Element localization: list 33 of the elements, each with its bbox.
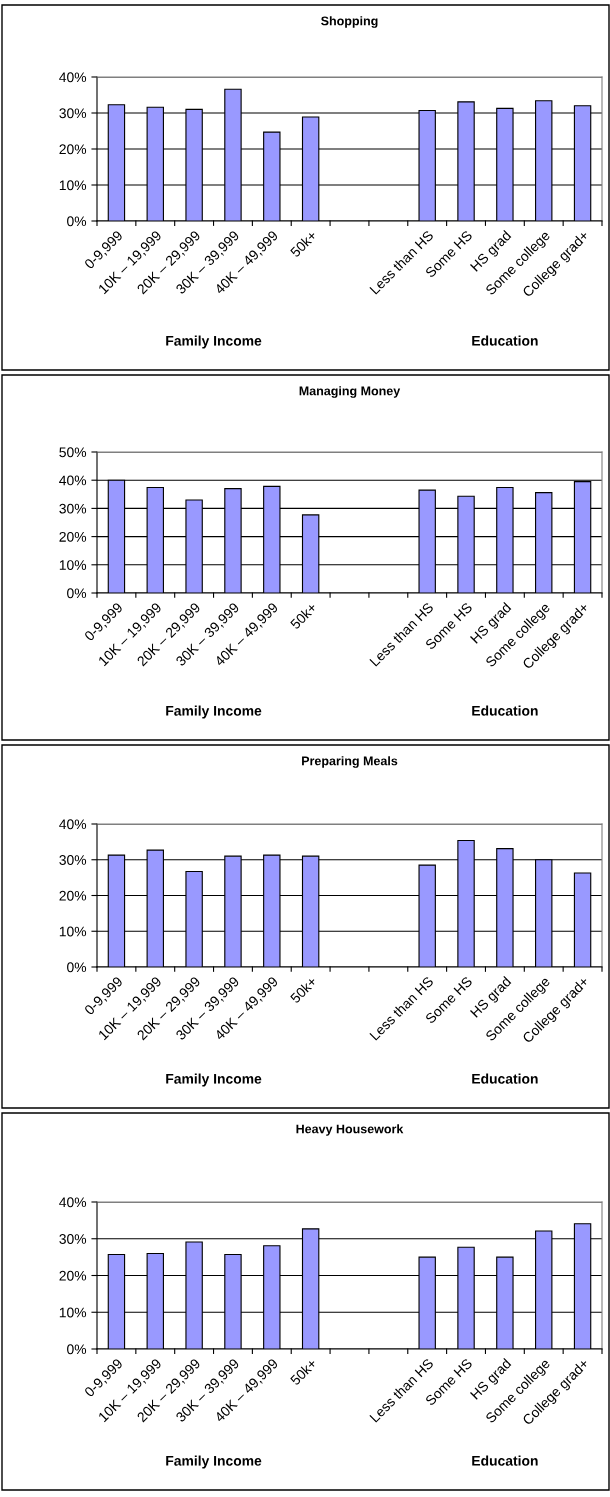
y-tick-label: 0%	[67, 962, 87, 973]
y-tick-label: 10%	[59, 180, 87, 191]
chart-title: Managing Money	[299, 386, 401, 398]
y-tick-label: 40%	[59, 1197, 87, 1208]
text: Education	[472, 1073, 538, 1084]
y-tick-label: 30%	[59, 1234, 87, 1244]
chart-title: Heavy Housework	[296, 1124, 404, 1136]
y-tick-label: 30%	[59, 503, 87, 514]
text: Family Income	[166, 705, 262, 719]
y-tick-label: 20%	[59, 144, 87, 155]
y-tick-label: 0%	[67, 588, 87, 599]
text: Education	[472, 1455, 538, 1466]
y-tick-label: 20%	[59, 531, 87, 542]
y-tick-label: 0%	[67, 216, 87, 227]
text: Family Income	[166, 1073, 262, 1087]
y-tick-label: 20%	[59, 890, 87, 901]
text: Education	[472, 705, 538, 716]
chart-title: Shopping	[321, 16, 378, 28]
text: Family Income	[166, 1455, 262, 1469]
y-tick-label: 20%	[59, 1270, 87, 1281]
y-tick-label: 30%	[59, 108, 87, 119]
y-tick-label: 40%	[59, 475, 87, 486]
y-tick-label: 10%	[59, 560, 87, 570]
y-tick-label: 10%	[59, 1307, 87, 1318]
text: Education	[472, 335, 538, 346]
y-tick-label: 40%	[59, 819, 87, 830]
chart-title: Preparing Meals	[302, 756, 398, 768]
text: Family Income	[166, 335, 262, 349]
y-tick-label: 40%	[59, 72, 87, 83]
y-tick-label: 50%	[59, 447, 87, 458]
y-tick-label: 30%	[59, 855, 87, 865]
y-tick-label: 0%	[67, 1344, 87, 1355]
y-tick-label: 10%	[59, 926, 87, 937]
